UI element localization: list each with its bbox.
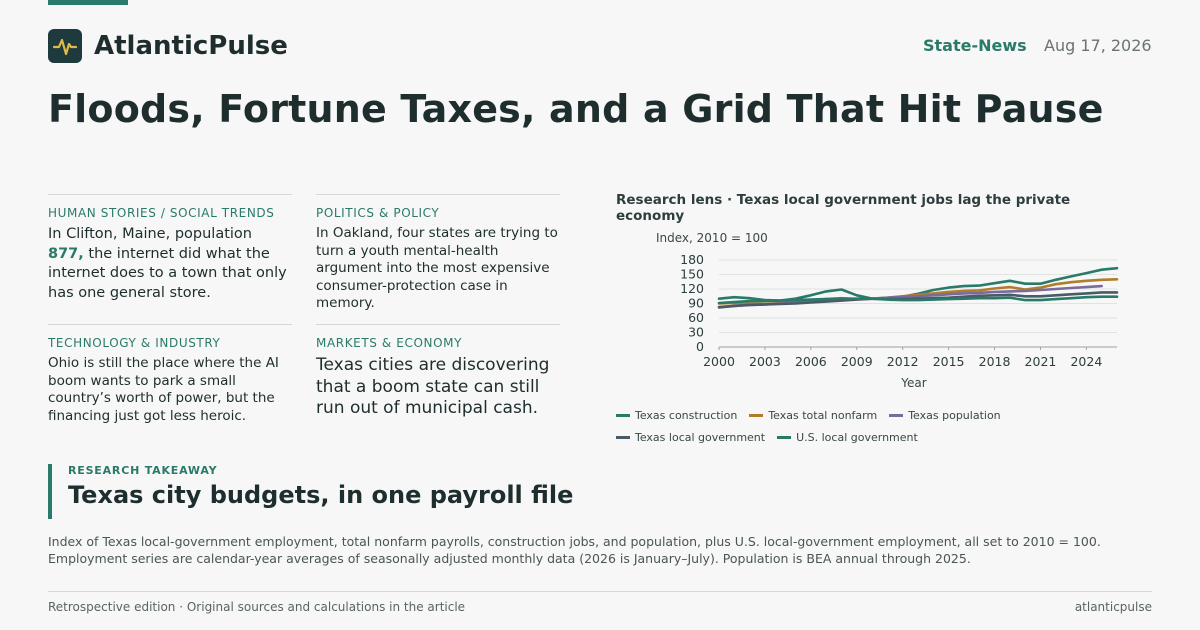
top-accent-bar <box>48 0 128 5</box>
x-tick-label: 2024 <box>1070 354 1102 369</box>
card-kicker: HUMAN STORIES / SOCIAL TRENDS <box>48 206 275 220</box>
takeaway-title[interactable]: Texas city budgets, in one payroll file <box>68 481 574 509</box>
series-line-3 <box>717 291 1119 309</box>
card-kicker: TECHNOLOGY & INDUSTRY <box>48 336 221 350</box>
y-tick-label: 90 <box>688 296 704 311</box>
takeaway-kicker: RESEARCH TAKEAWAY <box>68 464 218 477</box>
chart-legend: Texas construction Texas total nonfarm Tex… <box>616 408 1046 452</box>
population-highlight: 877, <box>48 245 84 262</box>
x-tick-label: 2003 <box>749 354 781 369</box>
story-card-markets[interactable]: MARKETS & ECONOMY Texas cities are disco… <box>316 324 560 435</box>
card-body: Texas cities are discovering that a boom… <box>316 355 550 418</box>
x-tick-label: 2015 <box>933 354 965 369</box>
x-tick-label: 2012 <box>887 354 919 369</box>
x-tick-label: 2018 <box>979 354 1011 369</box>
legend-label: Texas local government <box>635 431 766 444</box>
legend-label: Texas total nonfarm <box>768 409 878 422</box>
legend-swatch <box>616 435 630 439</box>
legend-label: Texas population <box>908 409 1001 422</box>
chart-title: Research lens · Texas local government j… <box>616 192 1071 224</box>
y-tick-label: 180 <box>680 252 704 267</box>
series-line-2 <box>717 284 1103 309</box>
brand-name[interactable]: AtlanticPulse <box>94 31 288 61</box>
chart-y-axis-label: Index, 2010 = 100 <box>656 231 768 245</box>
methodology-note: Index of Texas local-government employme… <box>48 534 1101 566</box>
card-body: In Oakland, four states are trying to tu… <box>316 225 558 312</box>
legend-label: Texas construction <box>635 409 738 422</box>
legend-item: Texas construction <box>616 408 737 430</box>
section-tag[interactable]: State-News <box>923 36 1027 55</box>
publish-date: Aug 17, 2026 <box>1044 36 1152 55</box>
x-tick-label: 2006 <box>795 354 827 369</box>
y-tick-label: 60 <box>688 310 704 325</box>
x-tick-label: 2000 <box>703 354 735 369</box>
y-tick-label: 150 <box>680 267 704 282</box>
legend-item: Texas local government <box>616 430 765 452</box>
footer-site-link[interactable]: atlanticpulse <box>1074 600 1152 614</box>
story-card-human[interactable]: HUMAN STORIES / SOCIAL TRENDS In Clifton… <box>48 194 292 320</box>
legend-item: U.S. local government <box>777 430 918 452</box>
legend-label: U.S. local government <box>796 431 918 444</box>
card-body: Ohio is still the place where the AI boo… <box>48 355 279 424</box>
x-tick-label: 2009 <box>841 354 873 369</box>
chart-x-axis-label: Year <box>900 376 926 390</box>
story-card-politics[interactable]: POLITICS & POLICY In Oakland, four state… <box>316 194 560 320</box>
legend-swatch <box>616 413 630 417</box>
legend-item: Texas population <box>889 408 1001 430</box>
legend-swatch <box>889 413 904 417</box>
page-title: Floods, Fortune Taxes, and a Grid That H… <box>48 87 1104 131</box>
story-card-technology[interactable]: TECHNOLOGY & INDUSTRY Ohio is still the … <box>48 324 292 435</box>
y-tick-label: 30 <box>688 325 704 340</box>
series-line-0 <box>717 266 1119 302</box>
y-tick-label: 120 <box>680 281 704 296</box>
pulse-icon[interactable] <box>48 29 82 63</box>
legend-swatch <box>749 413 764 417</box>
series-line-1 <box>717 277 1119 306</box>
legend-item: Texas total nonfarm <box>749 408 877 430</box>
takeaway-accent-bar <box>48 464 52 519</box>
footer-note: Retrospective edition · Original sources… <box>48 600 466 614</box>
legend-swatch <box>777 435 792 439</box>
x-tick-label: 2021 <box>1025 354 1057 369</box>
card-kicker: POLITICS & POLICY <box>316 206 440 220</box>
series-line-4 <box>717 295 1119 305</box>
y-tick-label: 0 <box>696 339 704 354</box>
card-body: In Clifton, Maine, population 877, the i… <box>48 226 287 301</box>
card-kicker: MARKETS & ECONOMY <box>316 336 462 350</box>
footer-divider <box>48 591 1152 592</box>
